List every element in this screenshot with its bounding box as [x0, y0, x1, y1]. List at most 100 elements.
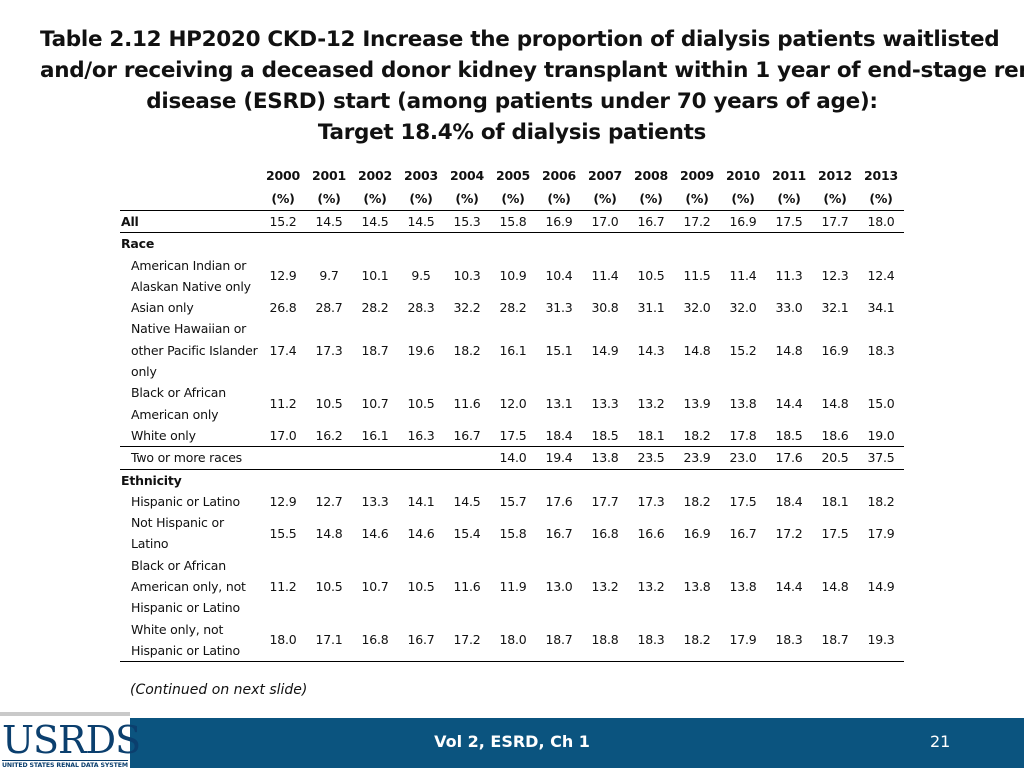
value-cell: 13.9 — [683, 396, 711, 412]
unit-header: (%) — [812, 187, 858, 211]
value-cell: 18.0 — [260, 618, 306, 663]
value-cell: 16.7 — [444, 424, 490, 448]
table-row: Black or African American only 11.2 10.5 10… — [120, 382, 904, 425]
value-cell: 23.5 — [628, 446, 674, 470]
value-cell: 17.5 — [729, 493, 757, 509]
value-cell: 19.3 — [858, 618, 904, 663]
value-cell: 19.6 — [407, 342, 435, 358]
value-cell: 13.1 — [545, 396, 573, 412]
value-cell — [398, 446, 444, 470]
value-cell: 14.6 — [361, 525, 389, 541]
value-cell: 17.7 — [591, 493, 619, 509]
unit-header: (%) — [490, 187, 536, 211]
value-cell: 18.4 — [775, 493, 803, 509]
section-heading-race: Race — [121, 236, 155, 252]
value-cell: 11.2 — [269, 579, 297, 595]
value-cell: 16.7 — [398, 618, 444, 663]
value-cell: 18.1 — [821, 493, 849, 509]
value-cell: 13.2 — [591, 579, 619, 595]
value-cell: 14.6 — [407, 525, 435, 541]
value-cell: 11.2 — [269, 396, 297, 412]
unit-header: (%) — [398, 187, 444, 211]
unit-header: (%) — [444, 187, 490, 211]
row-label: Black or African American only — [131, 385, 226, 422]
unit-header-row: (%) (%) (%) (%) (%) (%) (%) (%) (%) (%) (%) (%) (%)(… — [120, 187, 904, 211]
value-cell: 14.9 — [867, 579, 895, 595]
value-cell: 18.2 — [867, 493, 895, 509]
unit-header: (%) — [766, 187, 812, 211]
footer-chapter-label: Vol 2, ESRD, Ch 1 — [434, 732, 590, 751]
table-row: Not Hispanic or Latino 15.5 14.8 14.6 14.6 15… — [120, 512, 904, 555]
value-cell: 10.5 — [315, 579, 343, 595]
value-cell — [444, 446, 490, 470]
value-cell: 11.4 — [729, 268, 757, 284]
value-cell: 14.5 — [398, 210, 444, 234]
row-label: White only, not Hispanic or Latino — [120, 618, 260, 663]
page-number: 21 — [930, 732, 951, 751]
value-cell: 15.2 — [729, 342, 757, 358]
value-cell: 28.2 — [361, 300, 389, 316]
value-cell: 12.3 — [821, 268, 849, 284]
value-cell: 14.5 — [306, 210, 352, 234]
value-cell: 11.6 — [453, 579, 481, 595]
value-cell: 17.6 — [545, 493, 573, 509]
value-cell: 14.3 — [637, 342, 665, 358]
unit-header: (%) — [352, 187, 398, 211]
value-cell: 16.6 — [637, 525, 665, 541]
usrds-logo: USRDS UNITED STATES RENAL DATA SYSTEM — [0, 712, 141, 769]
title-line-3: disease (ESRD) start (among patients und… — [146, 89, 878, 114]
value-cell: 15.1 — [545, 342, 573, 358]
unit-header: (%) — [260, 187, 306, 211]
year-header: 2003 — [404, 168, 438, 183]
value-cell: 11.3 — [775, 268, 803, 284]
value-cell: 20.5 — [812, 446, 858, 470]
value-cell: 11.9 — [499, 579, 527, 595]
year-header: 2010 — [726, 168, 760, 183]
value-cell: 18.2 — [674, 618, 720, 663]
value-cell: 17.7 — [812, 210, 858, 234]
value-cell: 13.8 — [729, 396, 757, 412]
value-cell: 14.5 — [352, 210, 398, 234]
value-cell: 23.9 — [674, 446, 720, 470]
value-cell: 9.5 — [411, 268, 431, 284]
value-cell: 28.3 — [407, 300, 435, 316]
value-cell: 10.5 — [407, 396, 435, 412]
year-header: 2009 — [680, 168, 714, 183]
value-cell: 34.1 — [867, 300, 895, 316]
value-cell: 13.0 — [545, 579, 573, 595]
value-cell: 17.5 — [821, 525, 849, 541]
table-row: Black or African American only, not Hisp… — [120, 555, 904, 619]
value-cell: 13.3 — [361, 493, 389, 509]
value-cell: 13.8 — [729, 579, 757, 595]
value-cell: 13.3 — [591, 396, 619, 412]
value-cell: 16.7 — [628, 210, 674, 234]
value-cell: 14.4 — [775, 396, 803, 412]
year-header: 2002 — [358, 168, 392, 183]
value-cell: 14.8 — [821, 396, 849, 412]
title-line-2: and/or receiving a deceased donor kidney… — [40, 58, 1024, 83]
header-blank — [120, 164, 260, 187]
value-cell: 15.2 — [260, 210, 306, 234]
value-cell: 33.0 — [775, 300, 803, 316]
value-cell: 13.8 — [582, 446, 628, 470]
table-row: Native Hawaiian or other Pacific Islande… — [120, 318, 904, 382]
value-cell: 10.7 — [361, 396, 389, 412]
value-cell: 16.9 — [536, 210, 582, 234]
unit-header: (%) — [858, 187, 904, 211]
value-cell: 17.9 — [867, 525, 895, 541]
unit-header: (%) — [536, 187, 582, 211]
value-cell: 37.5 — [858, 446, 904, 470]
value-cell: 16.2 — [306, 424, 352, 448]
value-cell: 10.5 — [407, 579, 435, 595]
value-cell: 14.8 — [315, 525, 343, 541]
value-cell: 11.4 — [591, 268, 619, 284]
value-cell: 18.3 — [867, 342, 895, 358]
value-cell: 16.7 — [545, 525, 573, 541]
title-line-1: Table 2.12 HP2020 CKD-12 Increase the pr… — [40, 27, 1000, 52]
value-cell: 18.3 — [628, 618, 674, 663]
table-row: White only 17.0 16.2 16.1 16.3 16.7 17.5 18.4 18… — [120, 424, 904, 448]
year-header: 2006 — [542, 168, 576, 183]
footer-bar — [0, 718, 1024, 768]
value-cell: 15.7 — [499, 493, 527, 509]
value-cell: 14.5 — [453, 493, 481, 509]
